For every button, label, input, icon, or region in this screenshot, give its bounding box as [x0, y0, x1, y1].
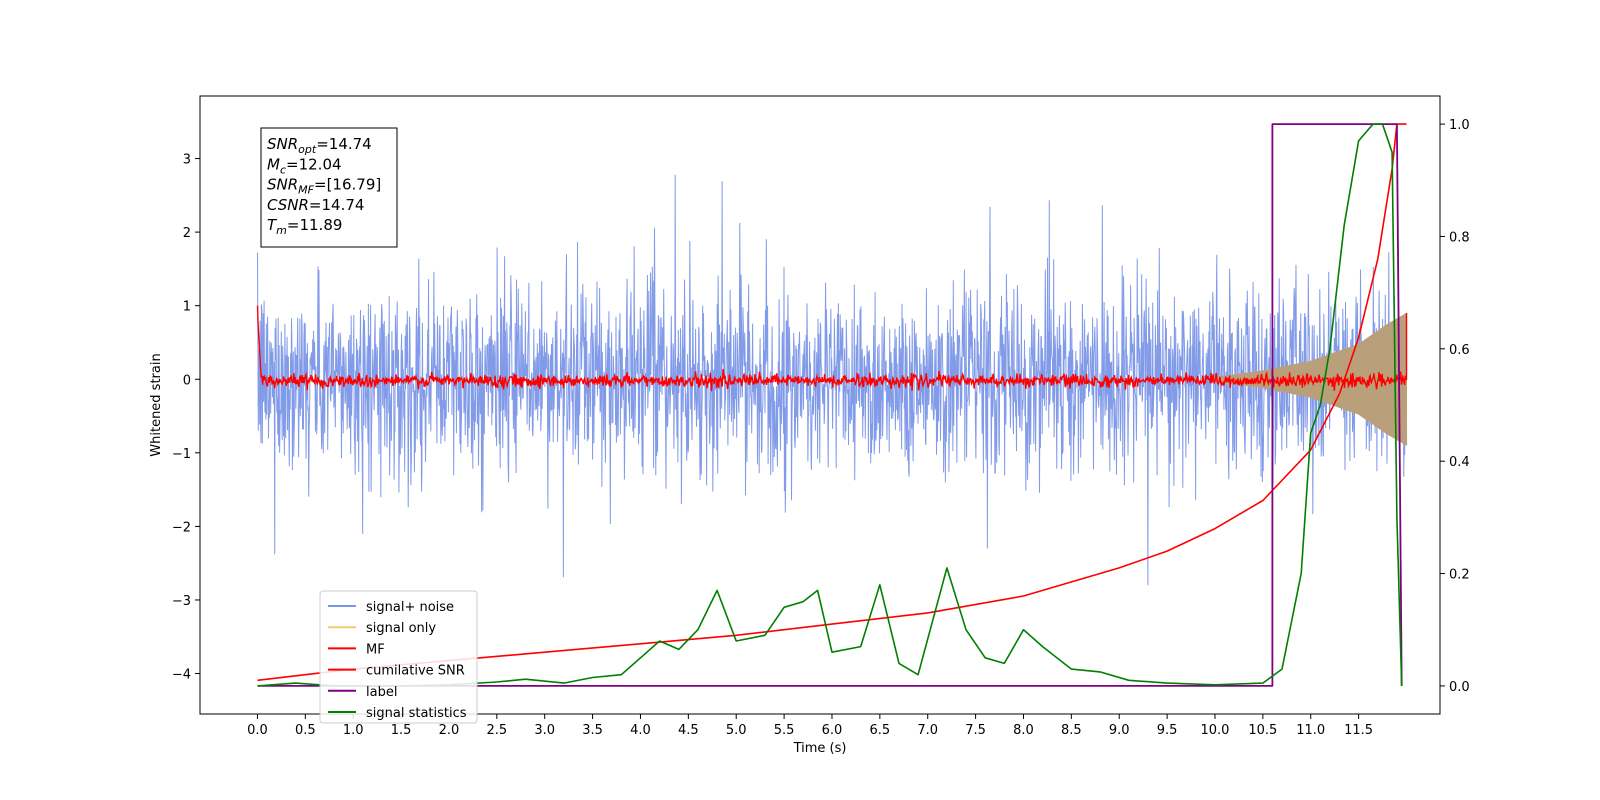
- x-axis: 0.0 0.5 1.0 1.5 2.0 2.5 3.0 3.5 4.0 4.5 5.0 5.5 6.0 6…: [247, 714, 1373, 738]
- annotation-value: =14.74: [309, 196, 365, 214]
- annotation-subscript: opt: [298, 143, 317, 156]
- legend-entry: signal statistics: [366, 706, 467, 721]
- plot-area: [256, 123, 1408, 687]
- y-right-tick-label: 0.8: [1449, 230, 1470, 245]
- y-left-tick-label: −1: [172, 447, 191, 462]
- x-axis-label: Time (s): [793, 741, 847, 756]
- x-tick-label: 5.5: [774, 723, 795, 738]
- x-tick-label: 2.5: [486, 723, 507, 738]
- annotation-value: =12.04: [286, 155, 342, 173]
- annotation-value: =11.89: [287, 216, 343, 234]
- series-signal-noise: [257, 174, 1407, 586]
- annotation-box: [260, 127, 398, 248]
- x-tick-label: 10.5: [1248, 723, 1277, 738]
- series-cumulative-snr: [257, 123, 1407, 682]
- x-tick-label: 9.5: [1157, 723, 1178, 738]
- annotation-symbol: T: [267, 216, 278, 234]
- series-mf: [256, 305, 1408, 392]
- x-tick-label: 2.0: [439, 723, 460, 738]
- legend: signal+ noise signal only MF cumilative SNR…: [319, 590, 478, 724]
- annotation-symbol: SNR: [267, 176, 298, 194]
- y-left-tick-label: 3: [183, 153, 191, 168]
- x-tick-label: 1.0: [343, 723, 364, 738]
- y-right-tick-label: 0.6: [1449, 343, 1470, 358]
- legend-entry: signal only: [366, 621, 436, 636]
- x-tick-label: 8.0: [1013, 723, 1034, 738]
- x-tick-label: 5.0: [726, 723, 747, 738]
- y-axis-right: 1.0 0.8 0.6 0.4 0.2 0.0: [1440, 118, 1470, 695]
- x-tick-label: 6.5: [870, 723, 891, 738]
- y-axis-label: Whitened strain: [149, 353, 164, 456]
- y-left-tick-label: −2: [172, 520, 191, 535]
- x-tick-label: 3.0: [534, 723, 555, 738]
- y-right-tick-label: 1.0: [1449, 118, 1470, 133]
- y-left-tick-label: −4: [172, 668, 191, 683]
- x-tick-label: 7.5: [965, 723, 986, 738]
- annotation-value: =[16.79]: [314, 176, 381, 194]
- y-left-tick-label: 0: [183, 373, 191, 388]
- annotation-subscript: MF: [298, 184, 314, 197]
- legend-entry: label: [366, 685, 397, 700]
- x-tick-label: 8.5: [1061, 723, 1082, 738]
- x-tick-label: 10.0: [1201, 723, 1230, 738]
- x-tick-label: 6.0: [822, 723, 843, 738]
- y-left-tick-label: 2: [183, 226, 191, 241]
- annotation-subscript: m: [276, 224, 287, 237]
- x-tick-label: 4.5: [678, 723, 699, 738]
- x-tick-label: 9.0: [1109, 723, 1130, 738]
- x-tick-label: 11.5: [1344, 723, 1373, 738]
- x-tick-label: 0.5: [295, 723, 316, 738]
- legend-entry: signal+ noise: [366, 600, 454, 615]
- y-left-tick-label: 1: [183, 300, 191, 315]
- annotation-value: =14.74: [316, 135, 372, 153]
- stats-annotation: SNRopt=14.74 Mc=12.04 SNRMF=[16.79] CSNR=14…: [260, 127, 398, 248]
- y-left-tick-label: −3: [172, 594, 191, 609]
- legend-box: [319, 590, 478, 724]
- annotation-symbol: SNR: [267, 135, 298, 153]
- x-tick-label: 11.0: [1296, 723, 1325, 738]
- annotation-subscript: c: [280, 163, 286, 176]
- x-tick-label: 0.0: [247, 723, 268, 738]
- y-right-tick-label: 0.4: [1449, 455, 1470, 470]
- series-signal-statistics: [257, 123, 1403, 687]
- legend-entry: cumilative SNR: [366, 664, 465, 679]
- x-tick-label: 1.5: [391, 723, 412, 738]
- annotation-symbol: M: [267, 155, 280, 173]
- y-right-tick-label: 0.0: [1449, 680, 1470, 695]
- annotation-symbol: CSNR: [267, 196, 309, 214]
- legend-entry: MF: [366, 642, 385, 657]
- axes-frame: [199, 95, 1441, 715]
- series-label: [257, 123, 1403, 687]
- x-tick-label: 3.5: [582, 723, 603, 738]
- annotation-text: SNRopt=14.74 Mc=12.04 SNRMF=[16.79] CSNR=14…: [267, 135, 381, 237]
- y-axis-left: 3 2 1 0 −1 −2 −3 −4: [172, 153, 200, 683]
- x-tick-label: 7.0: [917, 723, 938, 738]
- y-right-tick-label: 0.2: [1449, 568, 1470, 583]
- x-tick-label: 4.0: [630, 723, 651, 738]
